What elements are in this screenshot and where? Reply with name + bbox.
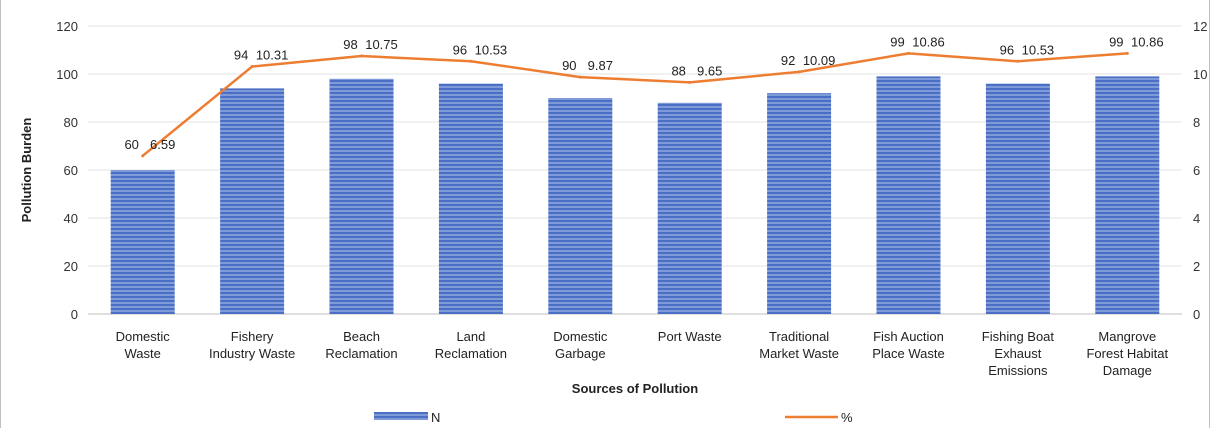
bar (110, 170, 175, 314)
legend: N % (374, 410, 853, 425)
y-tick-label: 20 (64, 259, 78, 274)
line-point (1125, 51, 1129, 55)
bar-value-label: 99 (890, 34, 904, 49)
bar-value-label: 92 (781, 53, 795, 68)
y-tick-label: 80 (64, 115, 78, 130)
bar-value-label: 88 (671, 63, 685, 78)
y2-tick-label: 2 (1193, 259, 1200, 274)
y-axis-title: Pollution Burden (19, 118, 34, 223)
data-labels: 60 6.59 94 10.31 98 10.75 96 10.53 90 9.87 88 9.65 9… (124, 34, 1163, 151)
y-tick-label: 60 (64, 163, 78, 178)
line-value-label: 9.65 (697, 63, 722, 78)
line-value-label: 10.75 (365, 37, 398, 52)
bar (548, 98, 613, 314)
bar-value-label: 96 (1000, 42, 1014, 57)
line-value-label: 10.53 (475, 42, 508, 57)
y-tick-label: 0 (71, 307, 78, 322)
x-tick-label: Mangrove Forest Habitat Damage (1086, 329, 1168, 378)
line-point (360, 54, 363, 58)
line-point (141, 154, 145, 158)
x-tick-label: Fish Auction Place Waste (872, 329, 945, 361)
bar-value-label: 60 (124, 137, 138, 152)
x-tick-label: Domestic Garbage (553, 329, 608, 361)
line-point (469, 59, 473, 63)
axes: 0 20 40 60 80 100 120 0 2 4 6 8 10 12 Domestic Waste Fis… (56, 19, 1207, 378)
x-tick-label: Port Waste (658, 329, 722, 344)
line-value-label: 10.09 (803, 53, 836, 68)
bar (767, 93, 832, 314)
bar-value-label: 90 (562, 58, 576, 73)
line-value-label: 10.86 (912, 34, 945, 49)
x-axis-title: Sources of Pollution (572, 381, 698, 396)
bar (657, 102, 722, 314)
x-tick-label: Land Reclamation (435, 329, 507, 361)
bar-series (110, 76, 1160, 315)
line-point (688, 80, 692, 84)
line-point (907, 51, 910, 55)
line-path (141, 52, 1128, 157)
y2-tick-label: 0 (1193, 307, 1200, 322)
y-tick-label: 120 (56, 19, 78, 34)
x-tick-label: Traditional Market Waste (759, 329, 839, 361)
bar (1095, 76, 1160, 315)
y2-tick-label: 4 (1193, 211, 1200, 226)
bar-value-label: 94 (234, 48, 248, 63)
x-tick-label: Beach Reclamation (325, 329, 397, 361)
line-value-label: 10.53 (1022, 42, 1055, 57)
y2-tick-label: 12 (1193, 19, 1207, 34)
bar (220, 88, 285, 315)
legend-swatch-n (374, 412, 428, 420)
legend-label-n: N (431, 410, 440, 425)
bar (985, 83, 1050, 314)
x-tick-label: Domestic Waste (116, 329, 171, 361)
line-point (1016, 59, 1020, 63)
line-value-label: 6.59 (150, 137, 175, 152)
bar (876, 76, 941, 315)
y2-tick-label: 8 (1193, 115, 1200, 130)
line-point (250, 65, 254, 69)
bar (438, 83, 503, 314)
y-tick-label: 100 (56, 67, 78, 82)
line-point (578, 75, 582, 79)
legend-label-percent: % (841, 410, 853, 425)
y2-tick-label: 10 (1193, 67, 1207, 82)
bar-value-label: 99 (1109, 34, 1123, 49)
line-series (141, 51, 1129, 158)
y2-tick-label: 6 (1193, 163, 1200, 178)
line-value-label: 9.87 (588, 58, 613, 73)
y-tick-label: 40 (64, 211, 78, 226)
line-value-label: 10.31 (256, 48, 289, 63)
line-point (797, 70, 801, 74)
x-tick-label: Fishing Boat Exhaust Emissions (982, 329, 1055, 378)
bar (329, 78, 394, 314)
bar-value-label: 96 (453, 42, 467, 57)
x-tick-label: Fishery Industry Waste (209, 329, 295, 361)
line-value-label: 10.86 (1131, 34, 1164, 49)
bar-value-label: 98 (343, 37, 357, 52)
